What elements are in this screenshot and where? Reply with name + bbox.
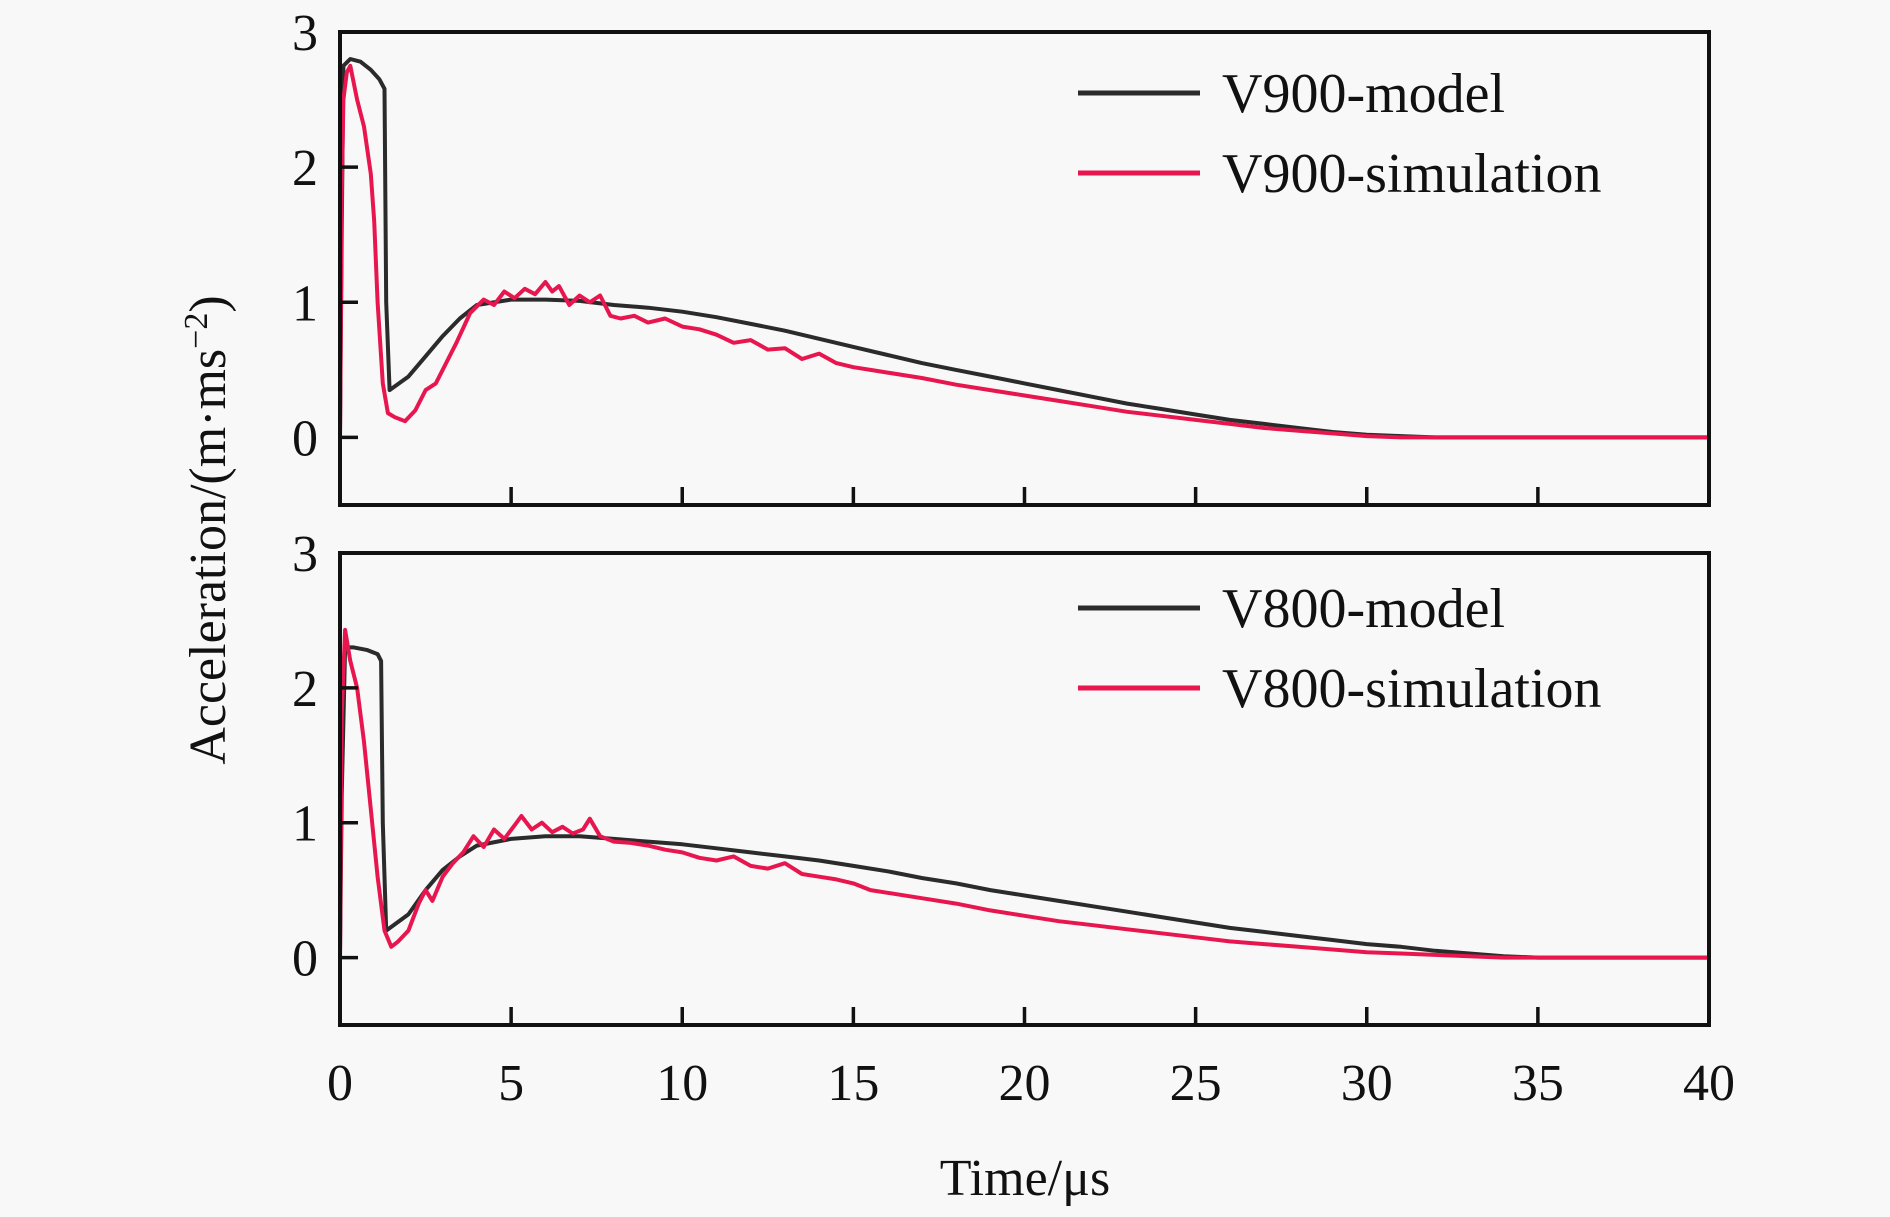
series-group <box>340 627 1709 960</box>
y-tick-label: 0 <box>292 931 318 988</box>
panel-top: 0 1 2 3 V900-model V900-simulation <box>292 5 1711 507</box>
x-tick-label: 35 <box>1512 1055 1564 1112</box>
x-tick-label: 20 <box>999 1055 1051 1112</box>
legend-label: V800-model <box>1222 578 1505 640</box>
series-line-v900-model <box>340 57 1709 440</box>
x-tick-label: 0 <box>327 1055 353 1112</box>
legend-top: V900-model V900-simulation <box>1078 63 1602 205</box>
series-line-v800-model <box>340 645 1709 960</box>
x-tick-label: 30 <box>1341 1055 1393 1112</box>
y-axis-title: Acceleration/(m·ms−2) <box>178 295 237 764</box>
series-line-v800-simulation <box>340 627 1709 960</box>
series-line-v900-simulation <box>340 63 1709 440</box>
y-tick-label: 0 <box>292 410 318 467</box>
legend-label: V900-model <box>1222 63 1505 125</box>
x-tick-label: 40 <box>1683 1055 1735 1112</box>
y-tick-label: 1 <box>292 796 318 853</box>
y-tick-label: 2 <box>292 140 318 197</box>
y-tick-label: 3 <box>292 526 318 583</box>
y-tick-label: 1 <box>292 275 318 332</box>
legend-bottom: V800-model V800-simulation <box>1078 578 1602 720</box>
y-tick-label: 2 <box>292 661 318 718</box>
legend-label: V800-simulation <box>1222 658 1602 720</box>
y-axis-title-close: ) <box>180 295 237 312</box>
series-group <box>340 57 1709 440</box>
y-tick-label: 3 <box>292 5 318 62</box>
x-tick-label: 15 <box>827 1055 879 1112</box>
x-tick-label: 5 <box>498 1055 524 1112</box>
legend-label: V900-simulation <box>1222 143 1602 205</box>
x-tick-label: 10 <box>656 1055 708 1112</box>
y-axis-title-main: Acceleration/(m·ms <box>180 349 237 765</box>
x-axis-title: Time/μs <box>940 1150 1110 1207</box>
x-tick-label: 25 <box>1170 1055 1222 1112</box>
y-axis-title-superscript: −2 <box>178 313 215 349</box>
